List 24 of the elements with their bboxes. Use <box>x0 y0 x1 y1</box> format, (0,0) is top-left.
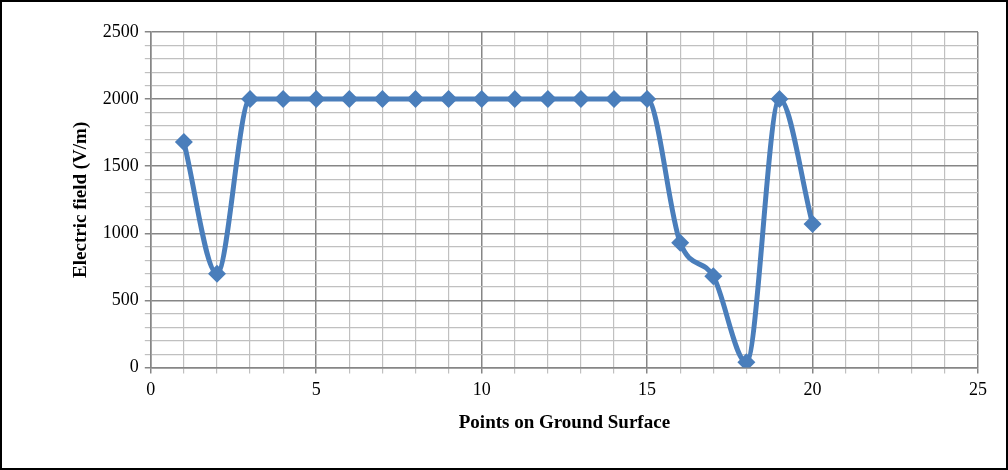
x-tick-label: 0 <box>146 379 156 400</box>
point <box>704 267 723 286</box>
point <box>770 90 789 109</box>
x-tick-label: 5 <box>311 379 321 400</box>
point <box>439 90 458 109</box>
y-tick-label: 2500 <box>102 20 139 41</box>
y-tick-label: 1500 <box>102 154 139 175</box>
point <box>671 233 690 252</box>
x-tick-label: 15 <box>638 379 657 400</box>
x-axis-title: Points on Ground Surface <box>458 410 671 432</box>
point <box>174 133 193 152</box>
point <box>373 90 392 109</box>
x-tick-label: 25 <box>969 379 987 400</box>
y-axis-title: Electric field (V/m) <box>69 121 92 278</box>
x-tick-label: 20 <box>803 379 822 400</box>
point <box>207 264 226 283</box>
point <box>638 90 657 109</box>
y-tick-label: 2000 <box>102 87 139 108</box>
point <box>803 214 822 233</box>
y-tick-label: 1000 <box>102 222 139 243</box>
x-tick-label: 10 <box>472 379 491 400</box>
point <box>406 90 425 109</box>
y-tick-label: 500 <box>111 289 139 310</box>
y-tick-label: 0 <box>129 356 139 377</box>
